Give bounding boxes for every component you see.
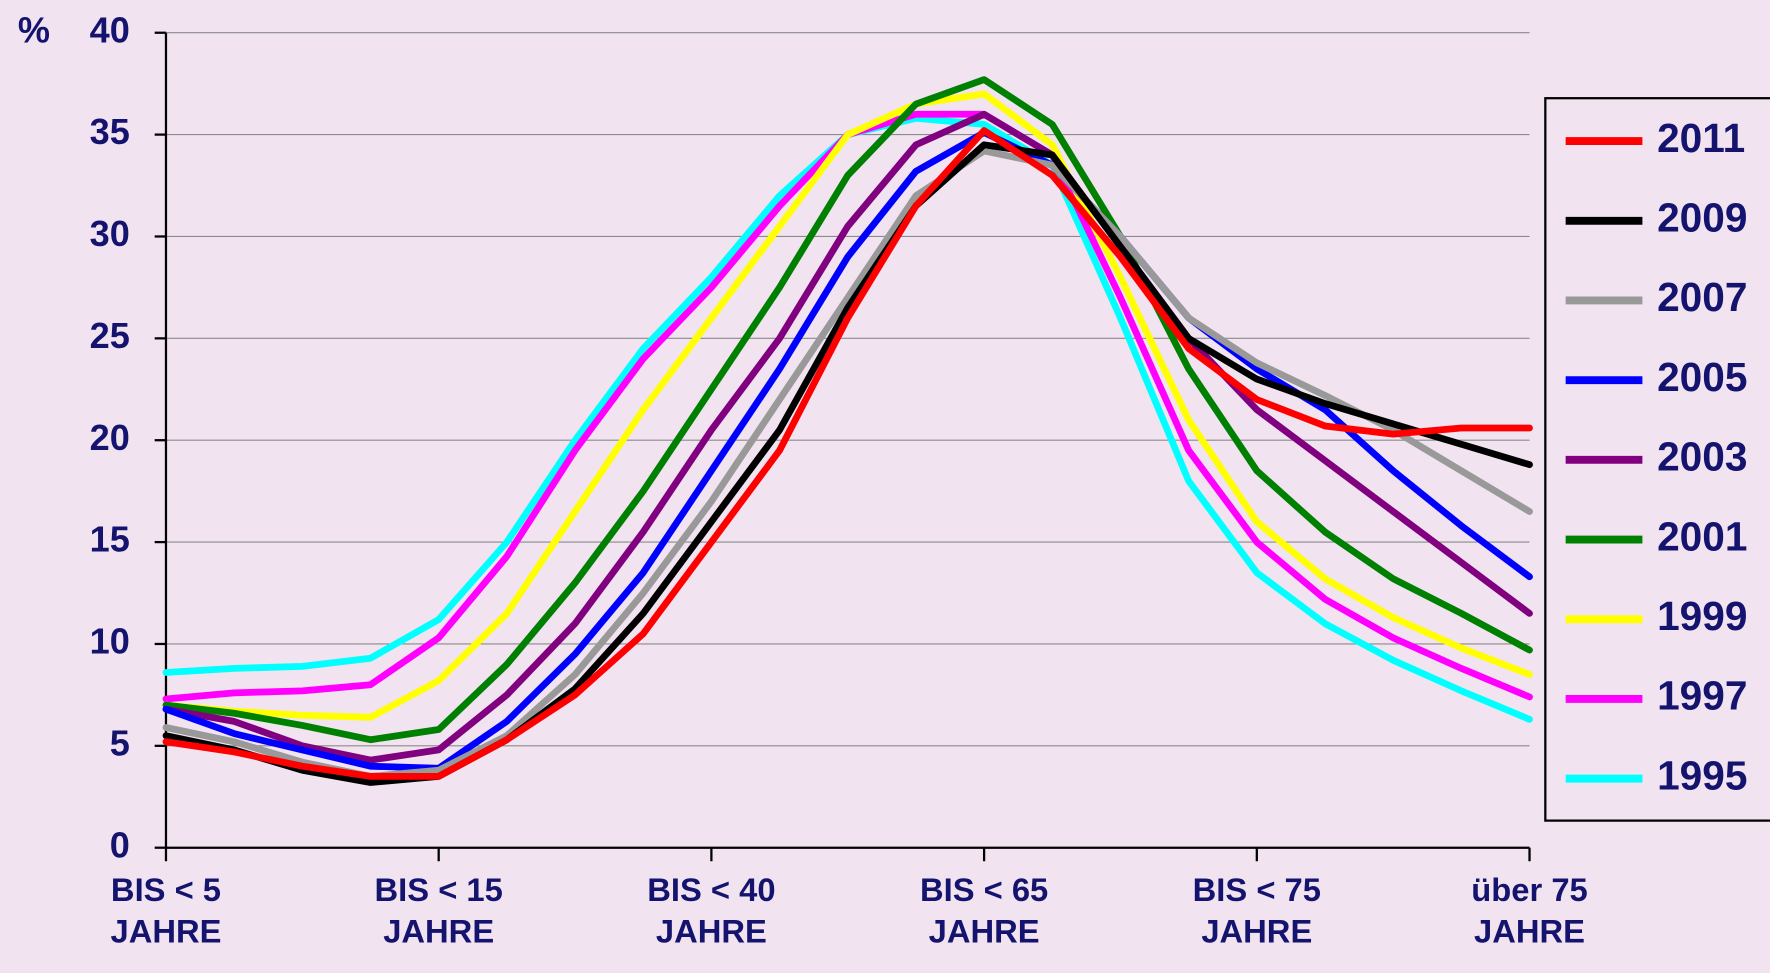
legend-label: 1997 <box>1657 673 1747 719</box>
x-tick-label-box: BIS < 40 JAHRE <box>647 872 776 951</box>
data-line <box>162 114 1533 723</box>
x-tick-label-box: BIS < 75 JAHRE <box>1192 872 1321 951</box>
legend-label: 1999 <box>1657 593 1747 639</box>
y-tick-label: 10 <box>90 621 130 662</box>
x-tick-label: BIS < 40 JAHRE <box>647 872 776 951</box>
y-tick-label: 5 <box>110 722 130 763</box>
x-tick-label-box: über 75 JAHRE <box>1471 872 1588 951</box>
data-line <box>162 76 1533 744</box>
x-tick-label-box: BIS < 65 JAHRE <box>919 872 1049 951</box>
data-line <box>162 141 1533 786</box>
y-tick-label: 25 <box>90 315 130 356</box>
x-tick-label: über 75 JAHRE <box>1471 872 1588 951</box>
legend-label: 2009 <box>1657 195 1747 241</box>
x-tick-label-box: BIS < 15 JAHRE <box>374 872 503 951</box>
y-tick-label: 35 <box>90 111 130 152</box>
x-tick-label: BIS < 75 JAHRE <box>1192 872 1321 951</box>
data-line <box>162 90 1533 721</box>
y-tick-label: 40 <box>90 9 130 50</box>
y-axis-label: % <box>18 9 50 50</box>
x-tick-label: BIS < 65 JAHRE <box>919 872 1049 951</box>
legend-label: 2005 <box>1657 354 1747 400</box>
data-line <box>162 127 1533 780</box>
legend-label: 1995 <box>1657 752 1747 798</box>
y-tick-label: 0 <box>110 824 130 865</box>
legend-label: 2011 <box>1657 115 1745 161</box>
y-tick-label: 15 <box>90 519 130 560</box>
y-tick-label: 30 <box>90 213 130 254</box>
x-tick-label: BIS < 15 JAHRE <box>374 872 503 951</box>
y-tick-label: 20 <box>90 417 130 458</box>
x-tick-label: BIS < 5 JAHRE <box>110 872 222 951</box>
legend-label: 2003 <box>1657 434 1747 480</box>
x-tick-label-box: BIS < 5 JAHRE <box>110 872 222 951</box>
legend-label: 2001 <box>1657 513 1747 559</box>
legend-label: 2007 <box>1657 274 1747 320</box>
data-line <box>162 110 1533 764</box>
